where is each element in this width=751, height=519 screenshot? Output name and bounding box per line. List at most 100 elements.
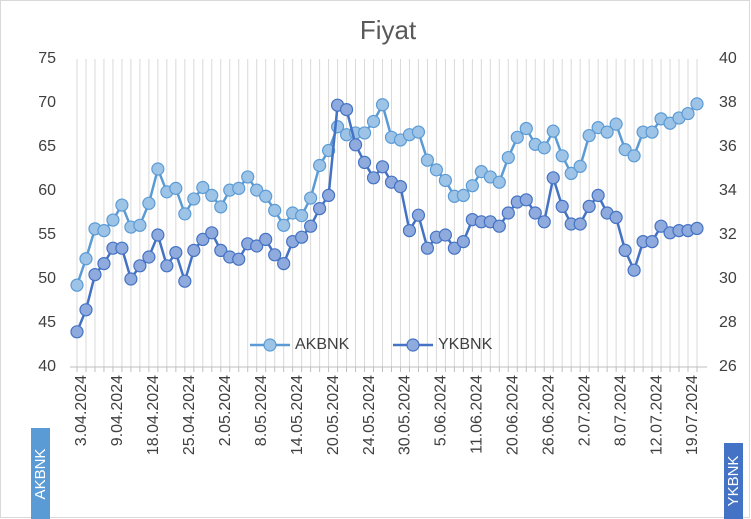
data-point — [295, 209, 309, 223]
data-point — [160, 259, 174, 273]
x-tick-label: 3.04.2024 — [73, 375, 90, 446]
data-point — [339, 102, 354, 117]
data-point — [277, 218, 291, 232]
data-point — [304, 219, 318, 233]
data-point — [609, 117, 623, 131]
data-point — [690, 221, 704, 235]
y2-tick-label: 40 — [719, 50, 737, 67]
data-point — [492, 219, 506, 233]
x-tick-label: 11.06.2024 — [469, 375, 486, 454]
y-axis-title: AKBNK — [32, 449, 49, 500]
x-tick-label: 30.05.2024 — [397, 375, 414, 455]
data-point — [609, 210, 623, 224]
data-point — [438, 173, 453, 188]
data-point — [411, 125, 426, 139]
data-point — [187, 243, 201, 257]
y-tick-label: 60 — [38, 182, 56, 199]
data-point — [357, 155, 372, 169]
y-tick-label: 50 — [38, 270, 56, 287]
x-tick-label: 2.07.2024 — [576, 375, 593, 446]
y-tick-label: 40 — [38, 358, 56, 375]
data-point — [582, 199, 596, 213]
y2-tick-label: 26 — [719, 358, 737, 375]
y2-axis-title: YKBNK — [725, 456, 742, 507]
data-point — [456, 188, 470, 202]
data-point — [268, 203, 282, 217]
x-tick-label: 18.04.2024 — [145, 375, 162, 455]
data-point — [582, 128, 596, 143]
x-tick-label: 19.07.2024 — [684, 375, 701, 455]
data-point — [465, 179, 479, 193]
data-point — [681, 106, 695, 121]
data-point — [277, 257, 291, 271]
data-point — [438, 228, 453, 242]
data-point — [591, 188, 605, 202]
data-point — [555, 149, 569, 163]
data-point — [232, 181, 246, 195]
y2-tick-label: 28 — [719, 314, 737, 331]
data-point — [178, 274, 192, 288]
data-point — [573, 217, 587, 231]
data-point — [537, 141, 551, 155]
data-point — [268, 248, 282, 262]
data-point — [133, 259, 147, 273]
x-tick-label: 25.04.2024 — [181, 375, 198, 455]
y-tick-label: 45 — [38, 314, 56, 331]
data-point — [546, 171, 560, 185]
data-point — [519, 121, 533, 136]
data-point — [429, 163, 444, 177]
x-tick-label: 8.05.2024 — [253, 375, 270, 446]
data-point — [501, 206, 515, 220]
chart-title: Fiyat — [360, 15, 417, 45]
x-tick-label: 12.07.2024 — [648, 375, 665, 455]
data-point — [645, 235, 659, 249]
data-point — [600, 125, 614, 139]
y2-tick-label: 36 — [719, 138, 737, 155]
data-point — [259, 232, 273, 246]
data-point — [214, 200, 228, 214]
legend-label: AKBNK — [295, 336, 350, 353]
data-point — [79, 252, 93, 266]
data-point — [151, 162, 165, 176]
data-point — [321, 188, 336, 202]
data-point — [555, 199, 569, 213]
y2-tick-label: 30 — [719, 270, 737, 287]
data-point — [88, 268, 102, 282]
data-point — [375, 98, 390, 112]
x-tick-label: 24.05.2024 — [361, 375, 378, 455]
data-point — [357, 126, 372, 140]
x-tick-label: 20.06.2024 — [505, 375, 522, 455]
data-point — [348, 138, 363, 152]
data-point — [115, 198, 129, 212]
data-point — [537, 215, 551, 229]
data-point — [97, 257, 111, 271]
data-point — [70, 278, 84, 292]
data-point — [420, 153, 435, 167]
data-point — [250, 239, 264, 253]
x-tick-label: 26.06.2024 — [540, 375, 557, 455]
data-point — [205, 226, 219, 240]
data-point — [366, 114, 381, 129]
x-tick-label: 20.05.2024 — [325, 375, 342, 455]
y-tick-label: 55 — [38, 226, 56, 243]
data-point — [627, 149, 641, 163]
legend-marker — [263, 338, 277, 352]
y2-tick-label: 38 — [719, 94, 737, 111]
data-point — [447, 241, 461, 255]
data-point — [97, 224, 111, 238]
x-tick-label: 9.04.2024 — [109, 375, 126, 446]
data-point — [187, 192, 201, 206]
data-point — [618, 143, 632, 157]
y2-tick-label: 34 — [719, 182, 737, 199]
data-point — [573, 159, 587, 173]
data-point — [295, 230, 309, 244]
data-point — [196, 180, 210, 195]
data-point — [250, 183, 264, 197]
data-point — [492, 175, 506, 189]
data-point — [366, 171, 381, 185]
data-point — [411, 208, 426, 222]
data-point — [115, 241, 129, 255]
data-point — [124, 272, 138, 286]
data-point — [304, 191, 318, 205]
data-point — [214, 243, 228, 257]
